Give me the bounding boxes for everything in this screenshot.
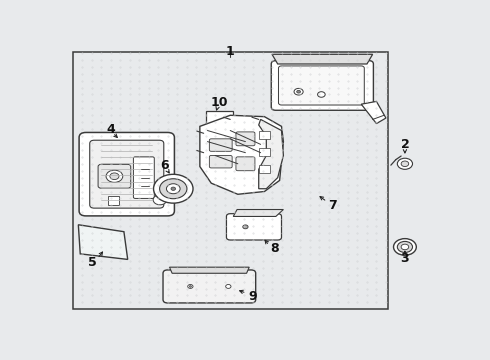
FancyBboxPatch shape xyxy=(278,66,364,105)
FancyBboxPatch shape xyxy=(79,132,174,216)
Text: 2: 2 xyxy=(400,138,409,151)
FancyBboxPatch shape xyxy=(259,148,270,156)
FancyBboxPatch shape xyxy=(90,140,164,208)
Circle shape xyxy=(217,122,222,126)
Circle shape xyxy=(297,90,300,93)
Circle shape xyxy=(167,184,180,194)
Polygon shape xyxy=(361,102,386,123)
Polygon shape xyxy=(170,267,249,273)
Circle shape xyxy=(106,170,123,183)
Text: 4: 4 xyxy=(106,123,115,136)
Circle shape xyxy=(226,284,231,288)
FancyBboxPatch shape xyxy=(98,164,131,188)
Bar xyxy=(73,51,388,309)
FancyBboxPatch shape xyxy=(163,270,256,303)
Text: 7: 7 xyxy=(328,199,337,212)
Text: 9: 9 xyxy=(248,289,257,302)
FancyBboxPatch shape xyxy=(209,139,232,151)
FancyBboxPatch shape xyxy=(236,157,255,171)
Circle shape xyxy=(217,141,222,145)
Polygon shape xyxy=(200,115,283,194)
Text: 10: 10 xyxy=(210,96,227,109)
Polygon shape xyxy=(78,225,128,260)
FancyBboxPatch shape xyxy=(226,214,281,240)
Text: 5: 5 xyxy=(88,256,97,269)
Polygon shape xyxy=(209,150,229,165)
Circle shape xyxy=(153,174,193,203)
Polygon shape xyxy=(259,120,283,189)
Text: 6: 6 xyxy=(160,159,169,172)
Circle shape xyxy=(318,92,325,97)
FancyBboxPatch shape xyxy=(108,197,119,204)
Circle shape xyxy=(171,187,175,190)
Circle shape xyxy=(189,285,192,287)
FancyBboxPatch shape xyxy=(259,131,270,139)
Circle shape xyxy=(110,173,119,180)
FancyBboxPatch shape xyxy=(133,157,154,198)
Text: 8: 8 xyxy=(270,242,279,255)
FancyBboxPatch shape xyxy=(271,61,373,110)
Circle shape xyxy=(153,195,167,205)
FancyBboxPatch shape xyxy=(259,165,270,173)
Circle shape xyxy=(397,158,413,169)
Polygon shape xyxy=(233,210,283,216)
Circle shape xyxy=(294,89,303,95)
Circle shape xyxy=(188,284,193,288)
Circle shape xyxy=(217,131,222,135)
Circle shape xyxy=(401,244,409,250)
Text: 1: 1 xyxy=(226,45,235,58)
Text: 3: 3 xyxy=(401,252,409,265)
FancyBboxPatch shape xyxy=(236,132,255,146)
Circle shape xyxy=(393,239,416,255)
FancyBboxPatch shape xyxy=(206,111,233,151)
Circle shape xyxy=(160,179,187,199)
FancyBboxPatch shape xyxy=(209,156,232,168)
Circle shape xyxy=(401,161,409,167)
Circle shape xyxy=(397,242,413,252)
Circle shape xyxy=(243,225,248,229)
Polygon shape xyxy=(272,54,372,64)
